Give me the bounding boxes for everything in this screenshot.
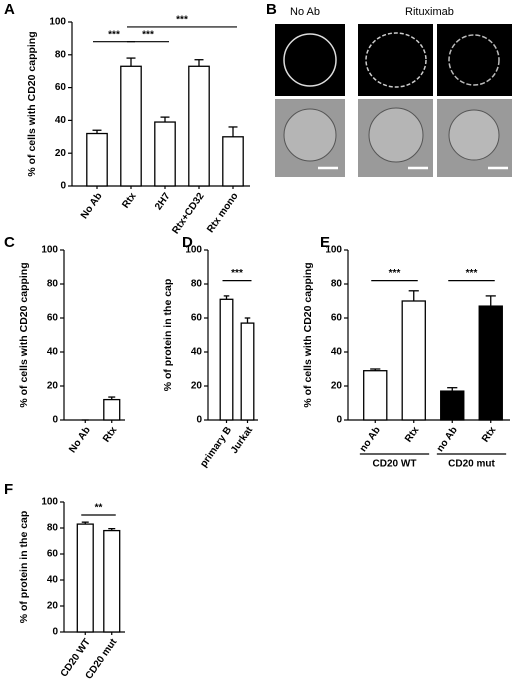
fluorescence-image bbox=[275, 24, 345, 96]
y-tick-label: 80 bbox=[47, 523, 59, 534]
x-tick-label: no Ab bbox=[435, 425, 460, 454]
bar bbox=[478, 305, 503, 421]
fluorescence-image bbox=[358, 24, 433, 96]
y-axis-label: % of cells with CD20 capping bbox=[18, 262, 30, 407]
x-tick-label: Rtx+CD32 bbox=[170, 191, 207, 237]
y-tick-label: 0 bbox=[52, 415, 58, 426]
x-tick-label: Rtx bbox=[101, 425, 120, 445]
x-tick-label: Rtx bbox=[480, 425, 499, 445]
significance-label: *** bbox=[176, 15, 188, 26]
panel-letter: C bbox=[4, 234, 15, 251]
y-axis-label: % of protein in the cap bbox=[18, 511, 30, 624]
micrograph-panel: B No Ab Rituximab bbox=[266, 1, 512, 177]
y-tick-label: 0 bbox=[52, 627, 58, 638]
bar bbox=[154, 121, 176, 187]
y-tick-label: 100 bbox=[325, 245, 342, 256]
bar bbox=[440, 390, 465, 421]
significance-label: *** bbox=[142, 29, 154, 40]
y-tick-label: 100 bbox=[185, 245, 202, 256]
significance-label: *** bbox=[389, 268, 401, 279]
x-tick-label: primary B bbox=[198, 425, 234, 470]
y-tick-label: 0 bbox=[196, 415, 202, 426]
panel-letter: D bbox=[182, 234, 193, 251]
x-tick-label: No Ab bbox=[67, 425, 93, 455]
bar bbox=[363, 370, 388, 421]
cell-body bbox=[368, 107, 424, 163]
y-tick-label: 40 bbox=[47, 347, 59, 358]
significance-label: *** bbox=[231, 268, 243, 279]
bar bbox=[222, 136, 244, 187]
y-tick-label: 60 bbox=[331, 313, 343, 324]
x-tick-label: no Ab bbox=[358, 425, 383, 454]
y-tick-label: 100 bbox=[49, 17, 66, 28]
y-axis-label: % of cells with CD20 capping bbox=[302, 262, 314, 407]
y-tick-label: 60 bbox=[47, 313, 59, 324]
bar bbox=[120, 65, 142, 187]
y-tick-label: 60 bbox=[191, 313, 203, 324]
bar bbox=[401, 300, 426, 421]
bar bbox=[86, 132, 108, 187]
bar bbox=[240, 322, 255, 421]
y-tick-label: 100 bbox=[41, 245, 58, 256]
cell-outline bbox=[448, 34, 500, 86]
panel-letter: E bbox=[320, 234, 330, 251]
bar bbox=[103, 398, 121, 421]
x-tick-label: No Ab bbox=[79, 191, 105, 221]
cell-outline bbox=[283, 33, 337, 87]
panel-letter: B bbox=[266, 1, 277, 18]
y-axis-label: % of cells with CD20 capping bbox=[26, 31, 38, 176]
x-tick-label: Rtx mono bbox=[205, 191, 240, 235]
x-tick-label: Rtx bbox=[403, 425, 422, 445]
y-tick-label: 40 bbox=[331, 347, 343, 358]
cell-body bbox=[448, 109, 500, 161]
x-tick-label: Jurkat bbox=[229, 424, 256, 455]
y-tick-label: 20 bbox=[191, 381, 203, 392]
significance-label: *** bbox=[108, 29, 120, 40]
x-tick-label: 2H7 bbox=[153, 191, 173, 213]
group-label: CD20 mut bbox=[448, 459, 495, 470]
y-tick-label: 80 bbox=[191, 279, 203, 290]
y-tick-label: 0 bbox=[60, 181, 66, 192]
y-tick-label: 0 bbox=[336, 415, 342, 426]
y-tick-label: 100 bbox=[41, 497, 58, 508]
panel-letter: A bbox=[4, 1, 15, 18]
y-tick-label: 40 bbox=[47, 575, 59, 586]
y-tick-label: 40 bbox=[191, 347, 203, 358]
cell-body bbox=[283, 108, 337, 162]
group-label: CD20 WT bbox=[373, 459, 417, 470]
y-tick-label: 80 bbox=[47, 279, 59, 290]
cell-outline bbox=[365, 32, 427, 88]
y-tick-label: 40 bbox=[55, 115, 67, 126]
y-tick-label: 20 bbox=[47, 601, 59, 612]
image-label: No Ab bbox=[290, 6, 320, 18]
panel-letter: F bbox=[4, 481, 13, 498]
image-label: Rituximab bbox=[405, 6, 454, 18]
y-tick-label: 80 bbox=[55, 49, 67, 60]
bar bbox=[76, 523, 94, 633]
y-axis-label: % of protein in the cap bbox=[162, 279, 174, 392]
bar bbox=[103, 529, 121, 633]
y-tick-label: 20 bbox=[55, 148, 67, 159]
y-tick-label: 60 bbox=[55, 82, 67, 93]
y-tick-label: 20 bbox=[47, 381, 59, 392]
y-tick-label: 60 bbox=[47, 549, 59, 560]
y-tick-label: 20 bbox=[331, 381, 343, 392]
x-tick-label: Rtx bbox=[120, 191, 139, 211]
y-tick-label: 80 bbox=[331, 279, 343, 290]
significance-label: *** bbox=[466, 268, 478, 279]
bar bbox=[188, 65, 210, 187]
significance-label: ** bbox=[95, 503, 103, 514]
bar bbox=[219, 298, 234, 421]
